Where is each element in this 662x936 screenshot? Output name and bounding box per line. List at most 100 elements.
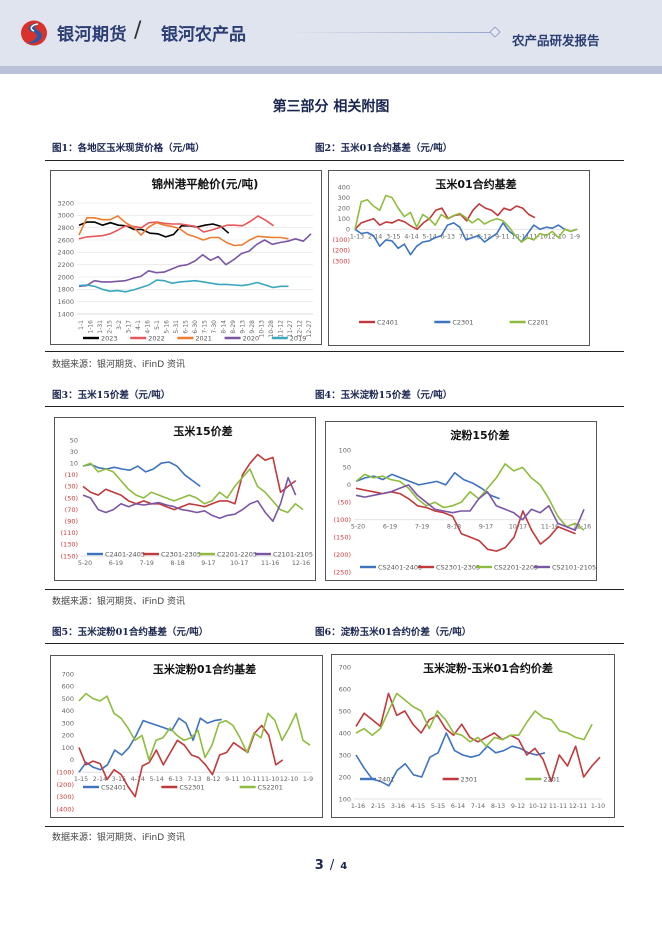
x-tick-label: 6-30 <box>192 320 199 334</box>
x-tick-label: 1-31 <box>97 320 104 334</box>
x-tick-label: 12-16 <box>292 560 310 567</box>
y-tick-label: 100 <box>339 446 351 454</box>
header-divider-line <box>290 32 490 33</box>
page-total: 4 <box>340 861 348 872</box>
brand-name: 银河期货 <box>57 25 127 45</box>
report-header: 银河期货 / 银河农产品 农产品研发报告 <box>0 0 662 66</box>
section-title: 第三部分 相关附图 <box>272 99 390 115</box>
chart-title: 玉米淀粉01合约基差 <box>153 662 256 676</box>
y-tick-label: 200 <box>338 204 350 212</box>
y-tick-label: 30 <box>70 448 78 456</box>
x-tick-label: 8-12 <box>206 776 220 783</box>
x-tick-label: 11-10 <box>261 776 279 783</box>
series-line-2023 <box>78 221 230 238</box>
y-tick-label: 300 <box>338 194 350 202</box>
series-line-c2301 <box>354 222 578 256</box>
chart-title: 淀粉15价差 <box>450 428 509 442</box>
x-tick-label: 9-13 <box>240 320 247 334</box>
y-tick-label: 300 <box>62 719 74 727</box>
c2-svg: 玉米01合约基差 400 300 200 100 0 (100) (200) (300) 1-13… <box>333 177 581 326</box>
x-tick-label: 1-10 <box>591 803 605 810</box>
y-tick-label: 1400 <box>57 310 74 318</box>
legend-label: C2401-2405 <box>105 550 145 558</box>
x-tick-label: 10-13 <box>259 320 266 338</box>
y-tick-label: 3200 <box>57 199 74 207</box>
x-tick-label: 10-12 <box>529 803 547 810</box>
x-tick-label: 6-14 <box>451 803 465 810</box>
y-tick-label: 10 <box>70 460 78 468</box>
x-tick-label: 7-19 <box>415 524 429 531</box>
series-line-c2401 <box>354 203 536 231</box>
c1-svg: 锦州港平舱价(元/吨) 3200 3000 2800 2600 2400 2200 2000 1… <box>57 177 313 342</box>
y-tick-label: (200) <box>334 551 351 559</box>
chart-starch-corn-01-spread: 玉米淀粉-玉米01合约价差 700 600 500 400 300 200 100 1-16 2-… <box>331 654 615 818</box>
chart-title: 玉米01合约基差 <box>435 177 516 191</box>
legend-label: CS2401 <box>101 783 126 791</box>
x-tick-label: 1-13 <box>350 233 364 240</box>
y-tick-label: 0 <box>347 481 351 489</box>
x-tick-label: 9-11 <box>225 776 239 783</box>
series-line-c2101-2105 <box>82 476 297 522</box>
y-tick-label: 500 <box>339 707 351 715</box>
series-line-cs2401-2405 <box>355 471 500 500</box>
y-tick-label: (100) <box>57 768 74 776</box>
series-line-cs2201 <box>78 692 311 761</box>
y-tick-label: 200 <box>339 773 351 781</box>
data-source-1: 数据来源：银河期货、iFinD 资讯 <box>52 360 186 370</box>
y-tick-label: 600 <box>62 683 74 691</box>
y-tick-label: 2000 <box>57 273 74 281</box>
y-tick-label: 2600 <box>57 236 74 244</box>
x-tick-label: 9-28 <box>249 320 256 334</box>
x-tick-label: 12-27 <box>306 320 313 338</box>
legend-label: C2301 <box>452 318 473 326</box>
legend-label: 2401 <box>378 775 395 783</box>
x-tick-label: 1-16 <box>351 803 365 810</box>
x-tick-label: 9-17 <box>201 560 215 567</box>
x-tick-label: 6-19 <box>383 524 397 531</box>
legend-label: C2401 <box>377 318 398 326</box>
x-tick-label: 8-18 <box>170 560 184 567</box>
c3-svg: 玉米15价差 50 30 10 (10) (30) (50) (70) (90) (110) (13… <box>61 424 313 567</box>
y-tick-label: 0 <box>346 226 350 234</box>
y-tick-label: (130) <box>61 541 78 549</box>
x-tick-label: 5-14 <box>423 233 437 240</box>
y-tick-label: (300) <box>333 257 350 265</box>
series-line-cs2201-2205 <box>355 463 585 531</box>
series-line-2022 <box>78 215 275 240</box>
legend-label: CS2301 <box>179 783 204 791</box>
x-tick-label: 10-11 <box>242 776 260 783</box>
x-tick-label: 2-14 <box>93 776 107 783</box>
x-tick-label: 7-13 <box>187 776 201 783</box>
y-tick-label: (70) <box>65 506 78 514</box>
legend-label: CS2101-2105 <box>552 563 596 571</box>
x-tick-label: 8-14 <box>221 320 228 334</box>
y-tick-label: (90) <box>65 518 78 526</box>
y-tick-label: (200) <box>57 781 74 789</box>
x-tick-label: 7-15 <box>202 320 209 334</box>
y-tick-label: 1800 <box>57 286 74 294</box>
x-tick-label: 10-11 <box>511 233 529 240</box>
y-tick-label: (150) <box>334 533 351 541</box>
legend-label: C2301-2305 <box>161 550 201 558</box>
x-tick-label: 8-18 <box>447 524 461 531</box>
x-tick-label: 2-14 <box>368 233 382 240</box>
x-tick-label: 11-27 <box>287 320 294 338</box>
y-tick-label: 100 <box>338 215 350 223</box>
x-tick-label: 12-11 <box>569 803 587 810</box>
x-tick-label: 11-12 <box>278 320 285 338</box>
y-tick-label: 50 <box>343 464 351 472</box>
source-rule-3 <box>45 826 624 827</box>
y-tick-label: 600 <box>339 685 351 693</box>
x-tick-label: 11-16 <box>261 560 279 567</box>
legend-label: 2021 <box>195 334 212 342</box>
x-tick-label: 7-19 <box>140 560 154 567</box>
x-tick-label: 1-1 <box>78 320 85 330</box>
sub-brand-name: 银河农产品 <box>161 25 246 45</box>
chart-starch-15-spread: 淀粉15价差 100 50 0 (50) (100) (150) (200) (250) 5-20… <box>325 421 597 581</box>
x-tick-label: 4-16 <box>145 320 152 334</box>
legend-label: C2101-2105 <box>273 550 313 558</box>
fig5-caption: 图5：玉米淀粉01合约基差（元/吨） <box>52 627 209 638</box>
x-tick-label: 7-14 <box>471 803 485 810</box>
x-tick-label: 3-15 <box>386 233 400 240</box>
c5-svg: 玉米淀粉01合约基差 700 600 500 400 300 200 100 0 (100) (20… <box>57 662 314 813</box>
